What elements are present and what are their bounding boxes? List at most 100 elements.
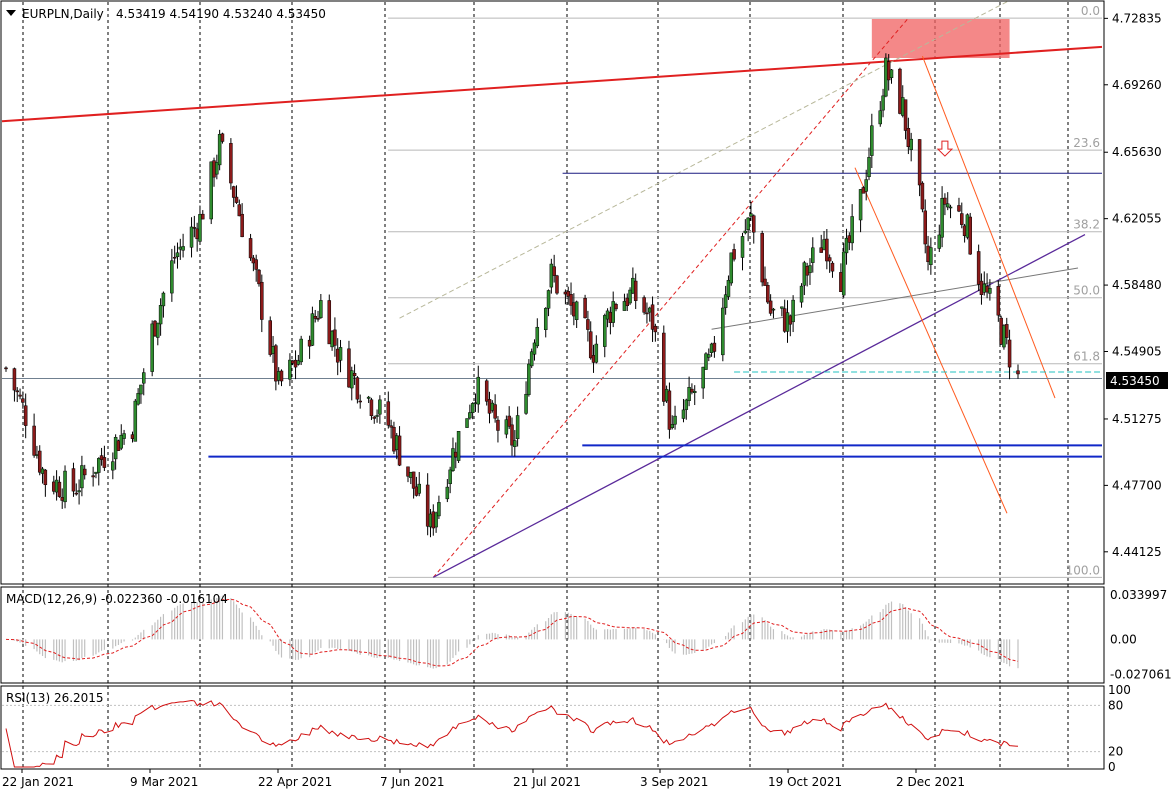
candle-body [99,455,104,460]
candle-body [60,497,64,501]
candle-body [290,360,295,364]
candle-body [231,186,236,198]
y-tick-label: 4.69260 [1112,78,1162,92]
candle-body [766,285,770,303]
candle-body [811,247,815,263]
candle-body [181,246,185,251]
candle-body [141,372,146,384]
candle-body [850,216,854,244]
candle-body [574,301,579,320]
trend-line [1,45,1103,123]
candle-body [569,294,573,306]
candle-body [605,310,610,320]
y-tick-label: 4.51275 [1112,412,1162,426]
candle-body [279,370,284,382]
candle-body [470,403,475,414]
candle-body [726,280,731,297]
candle-body [178,246,183,250]
candle-body [962,225,967,236]
candle-body [999,317,1003,345]
candle-body [4,367,8,370]
candle-body [375,415,379,417]
macd-indicator [5,595,1019,669]
fib-connector [432,17,909,578]
candle-body [366,396,371,399]
candle-body [490,402,495,411]
macd-tick-label: 0.033997 [1110,588,1167,602]
candle-body [673,415,677,425]
candle-body [968,216,972,255]
candle-body [555,275,559,294]
candle-body [881,95,885,111]
rsi-panel [0,685,1105,770]
candle-body [484,380,489,402]
x-tick-label: 7 Jun 2021 [380,775,445,789]
candle-body [752,215,756,233]
candle-body [563,291,568,295]
candle-body [91,475,95,478]
candle-body [229,143,233,184]
support-trend-line [432,233,1086,578]
candle-body [870,125,874,156]
chevron-down-icon[interactable] [6,10,16,16]
candle-body [57,481,62,497]
candle-body [1007,339,1012,368]
candle-body [996,286,1001,316]
candle-body [40,468,45,474]
candle-body [122,433,126,439]
candle-body [18,394,22,397]
x-tick-label: 22 Jan 2021 [2,775,74,789]
rsi-indicator [2,699,1102,768]
candle-body [889,69,894,78]
candle-body [234,196,239,203]
candle-body [603,315,607,347]
candle-body [476,376,481,405]
candle-body [37,450,42,473]
candle-body [749,213,753,217]
candle-body [77,490,81,493]
candle-body [552,266,556,276]
candle-body [732,249,736,260]
candle-body [161,292,166,307]
x-tick-label: 21 Jul 2021 [513,775,581,789]
candle-body [97,458,101,473]
candle-body [825,238,829,262]
candle-body [631,277,635,294]
candle-body [819,247,823,253]
candle-body [172,256,177,259]
candle-body [743,230,748,234]
candle-body [841,251,846,296]
x-tick-label: 19 Oct 2021 [768,775,842,789]
candle-body [32,425,36,456]
candle-body [153,320,157,337]
candle-body [80,465,84,489]
candle-body [473,402,478,404]
candle-body [586,319,590,330]
candle-body [139,384,143,395]
candle-body [740,236,745,258]
candle-body [535,326,540,347]
candle-body [785,312,790,332]
candle-body [71,468,76,492]
candle-body [347,348,351,388]
candle-body [271,346,275,354]
candle-body [861,187,866,194]
candle-body [372,416,377,419]
candle-body [650,304,655,330]
candle-body [448,469,452,485]
candle-body [687,387,691,401]
candle-body [614,304,618,310]
candle-body [940,198,944,238]
candle-body [900,97,905,116]
x-tick-label: 22 Apr 2021 [258,775,332,789]
candle-body [215,162,219,175]
candle-body [94,471,98,474]
candle-body [468,412,472,419]
candle-body [903,99,908,131]
y-tick-label: 4.47700 [1112,478,1162,492]
candle-body [594,343,599,363]
candle-body [943,197,947,205]
price-axis: 4.72835 4.69260 4.65630 4.62055 4.58480 4.549… [1104,11,1172,774]
rsi-tick-label: 80 [1108,698,1123,712]
